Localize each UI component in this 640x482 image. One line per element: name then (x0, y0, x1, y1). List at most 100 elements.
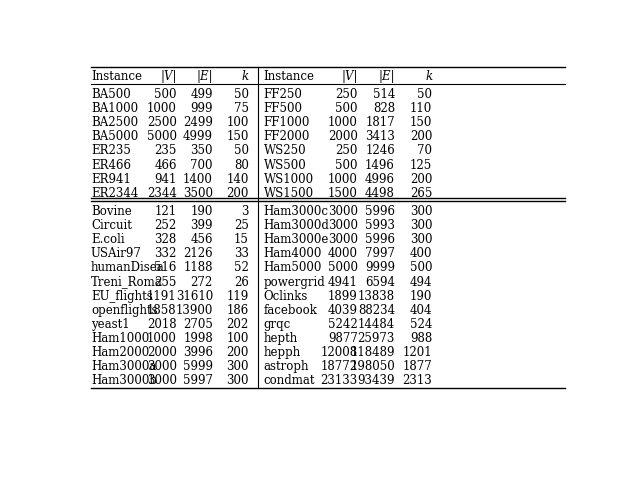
Text: Ham3000e: Ham3000e (264, 233, 329, 246)
Text: 1817: 1817 (365, 116, 395, 129)
Text: 500: 500 (335, 102, 358, 115)
Text: 3000: 3000 (147, 374, 177, 387)
Text: 4999: 4999 (183, 131, 213, 143)
Text: 300: 300 (410, 205, 432, 218)
Text: 1899: 1899 (328, 290, 358, 303)
Text: 198050: 198050 (350, 360, 395, 373)
Text: 3000: 3000 (328, 205, 358, 218)
Text: 5000: 5000 (147, 131, 177, 143)
Text: k: k (241, 70, 249, 83)
Text: ER941: ER941 (91, 173, 131, 186)
Text: 4000: 4000 (328, 247, 358, 260)
Text: openflights: openflights (91, 304, 157, 317)
Text: 190: 190 (410, 290, 432, 303)
Text: USAir97: USAir97 (91, 247, 142, 260)
Text: 3413: 3413 (365, 131, 395, 143)
Text: 700: 700 (191, 159, 213, 172)
Text: 456: 456 (191, 233, 213, 246)
Text: 119: 119 (227, 290, 249, 303)
Text: Instance: Instance (91, 70, 142, 83)
Text: humanDisea: humanDisea (91, 261, 164, 274)
Text: 26: 26 (234, 276, 249, 289)
Text: 88234: 88234 (358, 304, 395, 317)
Text: 25973: 25973 (358, 332, 395, 345)
Text: Ham1000: Ham1000 (91, 332, 149, 345)
Text: 200: 200 (410, 173, 432, 186)
Text: 514: 514 (372, 88, 395, 101)
Text: 186: 186 (227, 304, 249, 317)
Text: 494: 494 (410, 276, 432, 289)
Text: 300: 300 (226, 360, 249, 373)
Text: 399: 399 (191, 219, 213, 232)
Text: 400: 400 (410, 247, 432, 260)
Text: 13838: 13838 (358, 290, 395, 303)
Text: 1188: 1188 (184, 261, 213, 274)
Text: 1998: 1998 (183, 332, 213, 345)
Text: 2500: 2500 (147, 116, 177, 129)
Text: |V|: |V| (341, 70, 358, 83)
Text: 4996: 4996 (365, 173, 395, 186)
Text: Ham3000d: Ham3000d (264, 219, 330, 232)
Text: 15: 15 (234, 233, 249, 246)
Text: 1000: 1000 (328, 173, 358, 186)
Text: EU_flights: EU_flights (91, 290, 153, 303)
Text: |E|: |E| (196, 70, 213, 83)
Text: |E|: |E| (378, 70, 395, 83)
Text: BA500: BA500 (91, 88, 131, 101)
Text: 404: 404 (410, 304, 432, 317)
Text: Ham3000c: Ham3000c (264, 205, 328, 218)
Text: 12008: 12008 (321, 346, 358, 359)
Text: 524: 524 (410, 318, 432, 331)
Text: 6594: 6594 (365, 276, 395, 289)
Text: 31610: 31610 (175, 290, 213, 303)
Text: 33: 33 (234, 247, 249, 260)
Text: 52: 52 (234, 261, 249, 274)
Text: 50: 50 (417, 88, 432, 101)
Text: 500: 500 (335, 159, 358, 172)
Text: 1858: 1858 (147, 304, 177, 317)
Text: 1000: 1000 (147, 332, 177, 345)
Text: 2000: 2000 (147, 346, 177, 359)
Text: 1000: 1000 (328, 116, 358, 129)
Text: 516: 516 (154, 261, 177, 274)
Text: 1400: 1400 (183, 173, 213, 186)
Text: condmat: condmat (264, 374, 315, 387)
Text: Ham3000a: Ham3000a (91, 360, 156, 373)
Text: 140: 140 (227, 173, 249, 186)
Text: 3000: 3000 (147, 360, 177, 373)
Text: BA5000: BA5000 (91, 131, 138, 143)
Text: 25: 25 (234, 219, 249, 232)
Text: 350: 350 (191, 145, 213, 158)
Text: 499: 499 (191, 88, 213, 101)
Text: 1201: 1201 (403, 346, 432, 359)
Text: 100: 100 (227, 332, 249, 345)
Text: 1000: 1000 (147, 102, 177, 115)
Text: 250: 250 (335, 88, 358, 101)
Text: 466: 466 (154, 159, 177, 172)
Text: 100: 100 (227, 116, 249, 129)
Text: 3000: 3000 (328, 233, 358, 246)
Text: 150: 150 (410, 116, 432, 129)
Text: BA2500: BA2500 (91, 116, 138, 129)
Text: 988: 988 (410, 332, 432, 345)
Text: 300: 300 (410, 219, 432, 232)
Text: Ham5000: Ham5000 (264, 261, 322, 274)
Text: 150: 150 (227, 131, 249, 143)
Text: FF1000: FF1000 (264, 116, 310, 129)
Text: Oclinks: Oclinks (264, 290, 308, 303)
Text: 5997: 5997 (183, 374, 213, 387)
Text: BA1000: BA1000 (91, 102, 138, 115)
Text: FF2000: FF2000 (264, 131, 310, 143)
Text: yeast1: yeast1 (91, 318, 129, 331)
Text: WS1000: WS1000 (264, 173, 314, 186)
Text: ER466: ER466 (91, 159, 131, 172)
Text: 2705: 2705 (183, 318, 213, 331)
Text: Instance: Instance (264, 70, 314, 83)
Text: 1191: 1191 (147, 290, 177, 303)
Text: 110: 110 (410, 102, 432, 115)
Text: 190: 190 (191, 205, 213, 218)
Text: 500: 500 (410, 261, 432, 274)
Text: Ham2000: Ham2000 (91, 346, 149, 359)
Text: Treni_Roma: Treni_Roma (91, 276, 163, 289)
Text: grqc: grqc (264, 318, 291, 331)
